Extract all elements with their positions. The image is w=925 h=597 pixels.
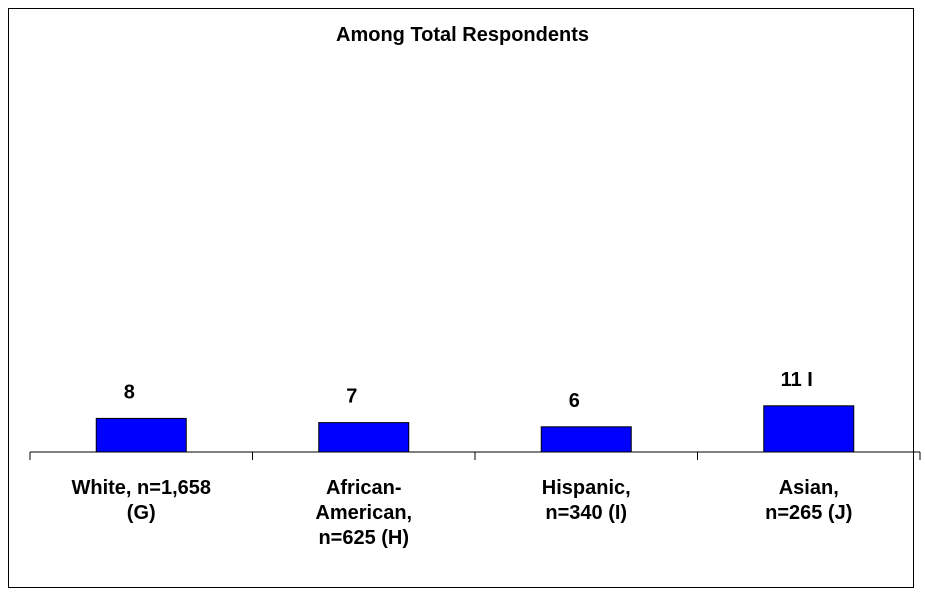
x-tick-label: African- American, n=625 (H)	[315, 477, 413, 549]
data-label: 7	[346, 386, 357, 408]
data-label: 11 I	[781, 369, 813, 391]
chart-title: Among Total Respondents	[336, 24, 589, 46]
bar	[540, 426, 632, 453]
chart-frame	[8, 8, 914, 588]
bar	[318, 422, 410, 453]
x-tick-label: Hispanic, n=340 (I)	[541, 477, 631, 524]
x-tick-label: White, n=1,658 (G)	[71, 477, 212, 524]
bar	[95, 417, 187, 453]
x-tick-label: Asian, n=265 (J)	[765, 477, 853, 524]
data-label: 8	[124, 381, 135, 403]
data-label: 6	[569, 390, 580, 412]
bar	[763, 405, 855, 453]
